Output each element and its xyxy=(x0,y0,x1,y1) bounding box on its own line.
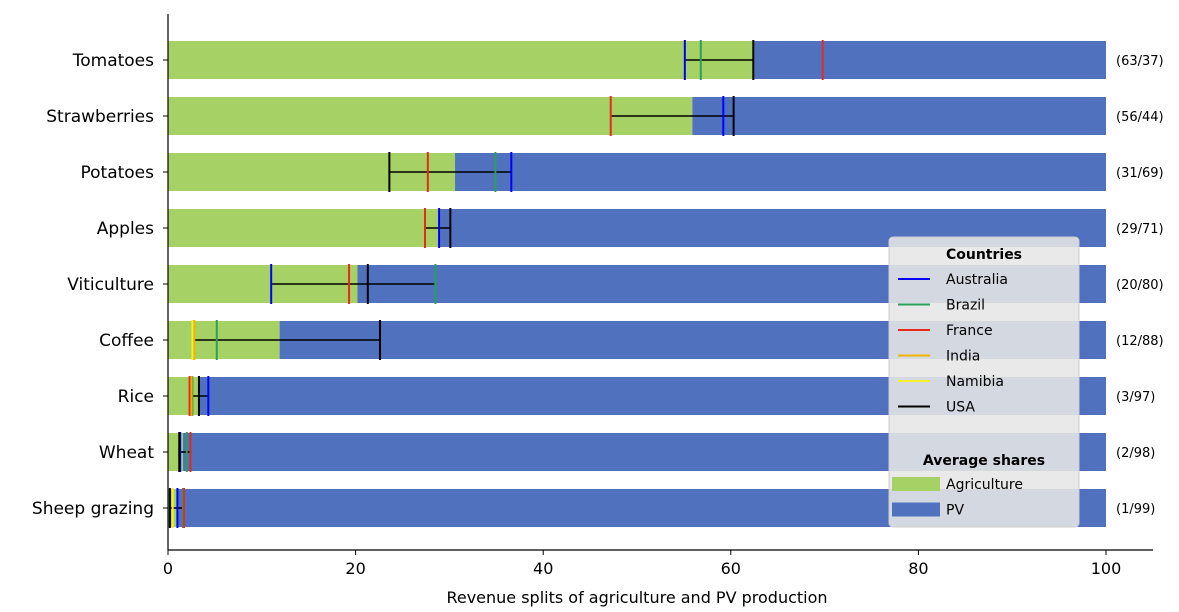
x-tick-label: 0 xyxy=(163,559,173,578)
x-tick-label: 60 xyxy=(721,559,741,578)
ratio-label-rice: (3/97) xyxy=(1116,390,1155,405)
category-label-potatoes: Potatoes xyxy=(80,163,154,183)
category-label-tomatoes: Tomatoes xyxy=(72,51,154,71)
legend-label-pv: PV xyxy=(946,503,964,519)
legend-title-countries: Countries xyxy=(946,247,1022,263)
ratio-label-tomatoes: (63/37) xyxy=(1116,54,1164,69)
legend-box xyxy=(888,236,1080,528)
bar-pv-potatoes xyxy=(455,153,1106,191)
category-label-apples: Apples xyxy=(97,219,154,239)
ratio-label-sheep-grazing: (1/99) xyxy=(1116,502,1155,517)
ratio-label-strawberries: (56/44) xyxy=(1116,110,1164,125)
legend-label-india: India xyxy=(946,349,980,365)
category-label-coffee: Coffee xyxy=(99,331,154,351)
legend-label-namibia: Namibia xyxy=(946,374,1004,390)
ratio-label-coffee: (12/88) xyxy=(1116,334,1164,349)
category-label-rice: Rice xyxy=(118,387,154,407)
category-label-wheat: Wheat xyxy=(99,443,154,463)
ratio-label-apples: (29/71) xyxy=(1116,222,1164,237)
bar-agriculture-strawberries xyxy=(168,97,693,135)
category-label-sheep-grazing: Sheep grazing xyxy=(32,499,154,519)
country-markers-layer xyxy=(168,40,824,528)
bar-pv-strawberries xyxy=(692,97,1106,135)
legend-label-usa: USA xyxy=(946,400,975,416)
axes-layer: Tomatoes (63/37) Strawberries (56/44) Potato… xyxy=(32,14,1164,607)
x-tick-label: 100 xyxy=(1091,559,1122,578)
bar-agriculture-apples xyxy=(168,209,441,247)
bar-pv-tomatoes xyxy=(754,41,1106,79)
legend-label-brazil: Brazil xyxy=(946,298,985,314)
ratio-label-viticulture: (20/80) xyxy=(1116,278,1164,293)
ratio-label-wheat: (2/98) xyxy=(1116,446,1155,461)
legend-swatch-agriculture xyxy=(892,477,940,491)
x-tick-label: 40 xyxy=(533,559,553,578)
ratio-label-potatoes: (31/69) xyxy=(1116,166,1164,181)
legend-label-agriculture: Agriculture xyxy=(946,477,1023,493)
category-label-viticulture: Viticulture xyxy=(67,275,154,295)
legend-label-france: France xyxy=(946,323,993,339)
category-label-strawberries: Strawberries xyxy=(46,107,154,127)
x-tick-label: 20 xyxy=(345,559,365,578)
bars-layer xyxy=(168,41,1107,527)
x-tick-label: 80 xyxy=(908,559,928,578)
legend: Countries Australia Brazil France India Namib… xyxy=(888,236,1080,528)
legend-label-australia: Australia xyxy=(946,272,1008,288)
x-axis-title: Revenue splits of agriculture and PV pro… xyxy=(446,588,827,607)
legend-title-shares: Average shares xyxy=(923,453,1045,469)
legend-swatch-pv xyxy=(892,502,940,517)
bar-agriculture-tomatoes xyxy=(168,41,755,79)
